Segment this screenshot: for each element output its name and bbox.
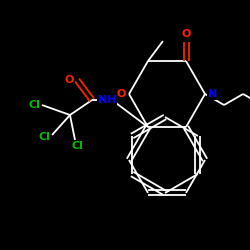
Text: O: O [116, 89, 126, 99]
Text: O: O [64, 75, 74, 85]
Text: Cl: Cl [71, 141, 83, 151]
Text: N: N [208, 89, 218, 99]
Text: O: O [181, 29, 191, 39]
Text: Cl: Cl [38, 132, 50, 142]
Text: Cl: Cl [28, 100, 40, 110]
Text: NH: NH [98, 95, 116, 105]
